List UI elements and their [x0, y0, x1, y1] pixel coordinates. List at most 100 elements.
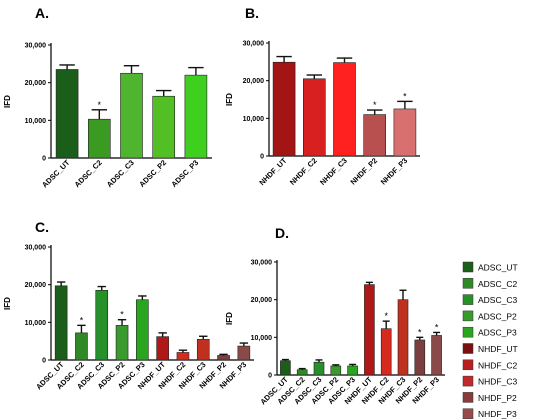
bar-adsc-p2	[152, 95, 175, 159]
legend-label: ADSC_C2	[478, 279, 517, 289]
bar-adsc-c3	[95, 290, 109, 361]
y-axis-label: IFD	[225, 312, 234, 325]
significance-star: *	[373, 100, 377, 110]
legend-swatch	[462, 278, 474, 289]
y-tick-label: 0	[260, 154, 264, 161]
legend-item-nhdf-c3: NHDF_C3	[462, 375, 517, 387]
bar-nhdf-p2	[414, 339, 426, 376]
panel-label: A.	[35, 5, 49, 21]
bar-adsc-ut	[280, 360, 291, 376]
significance-star: *	[98, 100, 102, 110]
legend-swatch	[462, 392, 474, 403]
x-tick-label: NHDF_P3	[379, 156, 410, 187]
y-tick-label: 0	[42, 358, 46, 365]
bar-adsc-c2	[88, 118, 111, 159]
bar-nhdf-p3	[431, 335, 442, 376]
y-tick-label: 20,000	[251, 297, 273, 304]
y-tick-label: 30,000	[25, 245, 47, 252]
y-tick-label: 10,000	[243, 116, 265, 123]
legend-item-nhdf-ut: NHDF_UT	[462, 343, 518, 354]
legend-label: NHDF_UT	[478, 344, 518, 354]
bar-adsc-c2	[75, 332, 88, 361]
panel-label: D.	[275, 225, 289, 241]
y-axis-label: IFD	[3, 95, 12, 108]
legend-item-adsc-ut: ADSC_UT	[462, 261, 518, 273]
y-tick-label: 10,000	[25, 320, 47, 327]
legend-item-nhdf-p2: NHDF_P2	[462, 392, 517, 403]
legend-item-adsc-c2: ADSC_C2	[462, 278, 517, 289]
panel-label: B.	[245, 5, 259, 21]
x-tick-label: ADSC_C3	[105, 158, 136, 189]
y-tick-label: 0	[268, 373, 272, 380]
bar-nhdf-ut	[272, 61, 296, 157]
x-tick-label: ADSC_C2	[73, 158, 104, 189]
legend-swatch	[462, 310, 474, 322]
significance-star: *	[418, 327, 422, 337]
bar-nhdf-p2	[363, 114, 387, 157]
x-tick-label: NHDF_P2	[349, 156, 380, 187]
legend-label: NHDF_C2	[478, 360, 517, 370]
significance-star: *	[120, 310, 124, 320]
y-tick-label: 30,000	[251, 260, 273, 267]
bar-nhdf-c2	[380, 328, 392, 376]
x-tick-label: NHDF_C2	[288, 156, 319, 187]
legend-item-adsc-p2: ADSC_P2	[462, 310, 517, 322]
legend-swatch	[462, 294, 474, 305]
legend-label: NHDF_P2	[478, 393, 517, 403]
chart-panel-3: C.010,00020,00030,000IFDADSC_UT*ADSC_C2A…	[3, 219, 254, 391]
bar-nhdf-p3	[393, 108, 417, 157]
bar-nhdf-c2	[302, 78, 326, 157]
bar-adsc-p3	[347, 365, 358, 376]
legend-label: ADSC_C3	[478, 295, 517, 305]
significance-star: *	[384, 311, 388, 321]
x-tick-label: ADSC_UT	[40, 158, 72, 190]
bar-adsc-c2	[296, 369, 308, 376]
y-tick-label: 0	[42, 156, 46, 163]
chart-panel-4: D.010,00020,00030,000IFDADSC_UTADSC_C2AD…	[225, 225, 445, 406]
y-tick-label: 20,000	[243, 78, 265, 85]
y-tick-label: 10,000	[251, 335, 273, 342]
bar-adsc-p3	[136, 299, 149, 361]
legend-item-nhdf-p3: NHDF_P3	[462, 408, 517, 419]
legend-item-adsc-c3: ADSC_C3	[462, 294, 517, 305]
legend-label: NHDF_C3	[478, 377, 517, 387]
y-tick-label: 10,000	[25, 118, 47, 125]
x-tick-label: ADSC_P2	[137, 158, 168, 189]
x-tick-label: ADSC_P3	[169, 158, 200, 189]
bar-adsc-p2	[330, 365, 342, 376]
bar-adsc-c3	[313, 361, 325, 376]
bar-adsc-ut	[55, 69, 79, 159]
significance-star: *	[80, 315, 84, 325]
y-tick-label: 30,000	[25, 43, 47, 50]
significance-star: *	[403, 91, 407, 101]
y-tick-label: 20,000	[25, 80, 47, 87]
y-axis-label: IFD	[225, 93, 234, 106]
bar-nhdf-c3	[333, 62, 356, 157]
bar-adsc-p3	[184, 74, 208, 159]
y-tick-label: 30,000	[243, 41, 265, 48]
bar-nhdf-ut	[156, 336, 169, 361]
chart-legend: ADSC_UT ADSC_C2 ADSC_C3 ADSC_P2 ADSC_P3 NHDF_…	[462, 261, 518, 419]
bar-nhdf-p2	[217, 355, 230, 361]
legend-label: ADSC_P3	[478, 328, 517, 338]
bar-nhdf-c3	[397, 299, 409, 376]
legend-swatch	[462, 343, 474, 354]
bar-nhdf-c2	[176, 352, 190, 361]
legend-swatch	[462, 326, 474, 338]
panel-label: C.	[35, 219, 49, 235]
x-tick-label: NHDF_C3	[318, 156, 349, 187]
legend-swatch	[462, 408, 474, 419]
legend-swatch	[462, 359, 474, 371]
legend-item-nhdf-c2: NHDF_C2	[462, 359, 517, 371]
bar-adsc-p2	[115, 325, 129, 361]
legend-item-adsc-p3: ADSC_P3	[462, 326, 517, 338]
y-axis-label: IFD	[3, 297, 12, 310]
y-tick-label: 20,000	[25, 282, 47, 289]
legend-swatch	[462, 375, 474, 387]
bar-nhdf-p3	[237, 345, 251, 361]
bar-adsc-c3	[120, 72, 143, 159]
